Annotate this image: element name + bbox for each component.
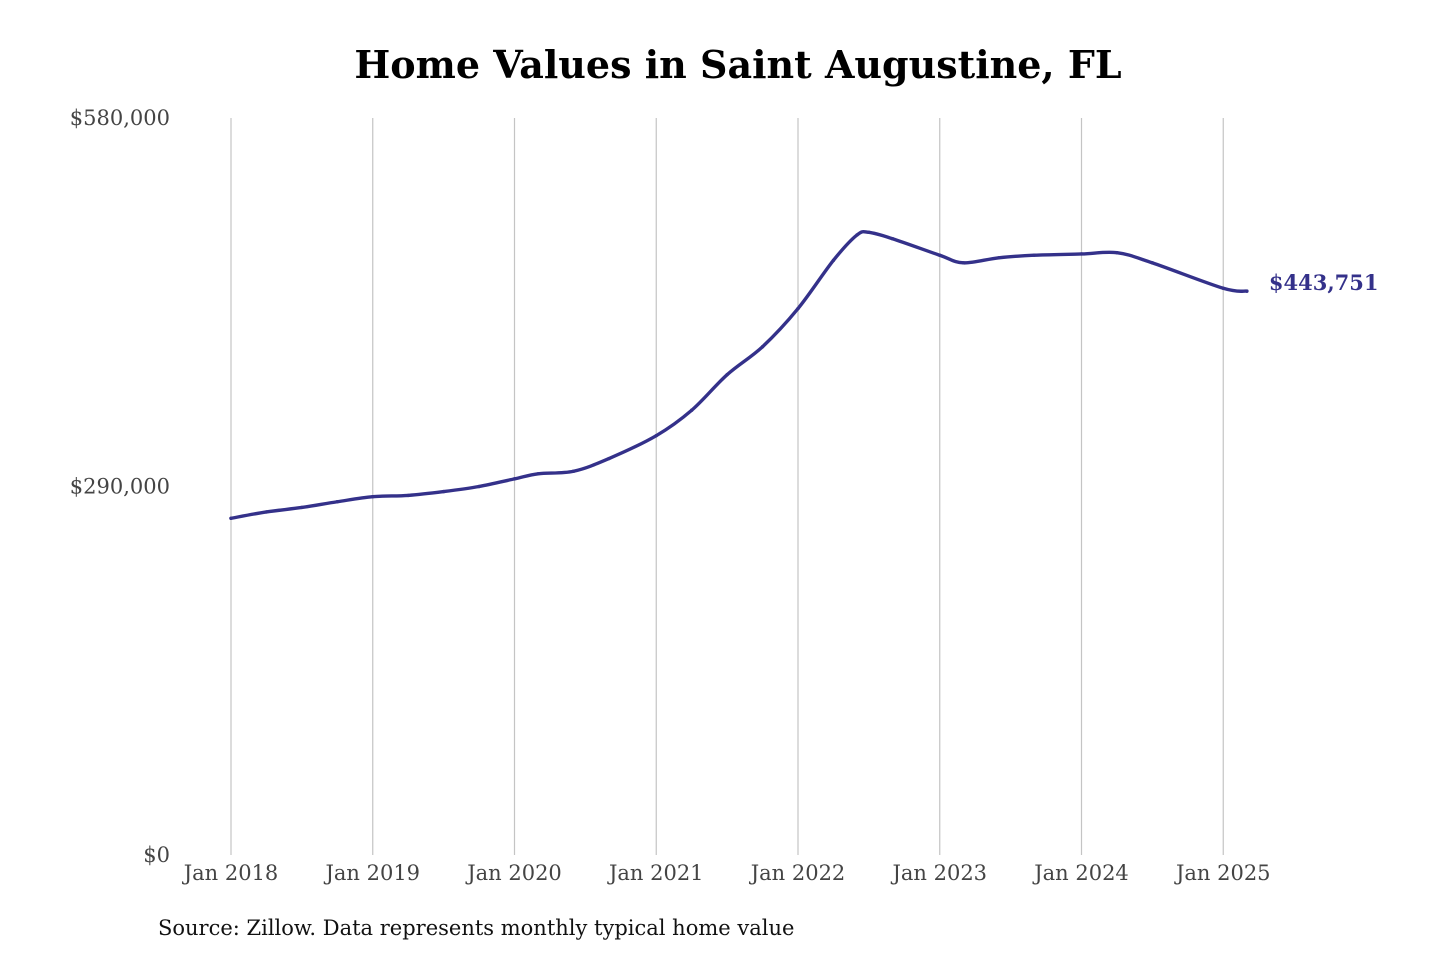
chart-title: Home Values in Saint Augustine, FL bbox=[354, 42, 1122, 87]
x-axis-tick-labels: Jan 2018 Jan 2019 Jan 2020 Jan 2021 Jan 2022… bbox=[182, 861, 1271, 885]
series-layer: $443,751 bbox=[229, 229, 1379, 520]
series-point-20 bbox=[890, 237, 895, 241]
y-axis-tick-labels: $0 $290,000 $580,000 bbox=[70, 106, 170, 867]
series-point-3 bbox=[335, 500, 340, 504]
series-point-5 bbox=[406, 493, 410, 498]
series-line-0 bbox=[229, 229, 1249, 520]
x-tick-label-2: Jan 2020 bbox=[465, 861, 562, 885]
series-point-18 bbox=[855, 233, 859, 237]
x-tick-label-1: Jan 2019 bbox=[323, 861, 420, 885]
series-point-29 bbox=[1245, 289, 1249, 293]
x-tick-label-7: Jan 2025 bbox=[1174, 861, 1271, 885]
series-point-24 bbox=[1032, 253, 1036, 257]
series-point-1 bbox=[264, 510, 269, 514]
series-point-10 bbox=[571, 469, 576, 473]
series-point-6 bbox=[441, 489, 446, 494]
series-point-23 bbox=[997, 256, 1001, 260]
x-tick-label-3: Jan 2021 bbox=[607, 861, 704, 885]
y-tick-label-2: $580,000 bbox=[70, 106, 170, 130]
series-point-17 bbox=[831, 258, 836, 263]
series-point-21 bbox=[938, 253, 942, 257]
series-point-4 bbox=[371, 494, 375, 499]
series-point-2 bbox=[300, 505, 304, 510]
series-point-15 bbox=[760, 345, 765, 349]
series-point-14 bbox=[725, 372, 729, 377]
x-tick-label-0: Jan 2018 bbox=[182, 861, 279, 885]
x-tick-label-5: Jan 2023 bbox=[890, 861, 987, 885]
series-point-7 bbox=[477, 484, 481, 489]
y-tick-label-1: $290,000 bbox=[70, 475, 170, 499]
series-point-28 bbox=[1221, 286, 1225, 290]
series-point-0 bbox=[229, 516, 233, 520]
x-tick-label-6: Jan 2024 bbox=[1032, 861, 1129, 885]
series-point-8 bbox=[512, 477, 517, 481]
series-point-13 bbox=[689, 408, 694, 412]
series-point-16 bbox=[796, 306, 800, 311]
series-point-26 bbox=[1115, 250, 1119, 255]
vertical-gridlines bbox=[230, 118, 1224, 855]
x-tick-label-4: Jan 2022 bbox=[749, 861, 846, 885]
series-point-25 bbox=[1079, 252, 1084, 256]
series-point-22 bbox=[961, 261, 966, 265]
series-point-12 bbox=[654, 433, 658, 438]
source-note: Source: Zillow. Data represents monthly … bbox=[158, 916, 795, 940]
y-tick-label-0: $0 bbox=[143, 843, 170, 867]
series-point-27 bbox=[1150, 261, 1155, 265]
series-point-11 bbox=[607, 456, 611, 461]
series-end-value-label: $443,751 bbox=[1269, 270, 1379, 295]
series-point-9 bbox=[536, 472, 540, 476]
series-point-19 bbox=[867, 230, 871, 235]
